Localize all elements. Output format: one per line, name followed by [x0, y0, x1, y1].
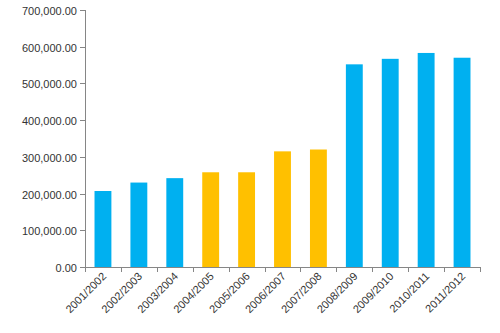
y-tick: [80, 267, 85, 268]
y-tick-label: 100,000.00: [22, 225, 77, 237]
chart-container: 0.00 100,000.00 200,000.00 300,000.00 400,00…: [0, 0, 500, 333]
bar: [418, 53, 435, 267]
y-tick-label: 300,000.00: [22, 152, 77, 164]
y-tick: [80, 157, 85, 158]
bar: [454, 58, 471, 267]
chart-svg: 0.00 100,000.00 200,000.00 300,000.00 400,00…: [0, 0, 500, 333]
x-tick: [480, 267, 481, 272]
y-tick-label: 400,000.00: [22, 115, 77, 127]
x-tick: [229, 267, 230, 272]
y-tick: [80, 10, 85, 11]
bar: [274, 151, 291, 267]
x-tick: [408, 267, 409, 272]
x-tick: [193, 267, 194, 272]
x-tick: [265, 267, 266, 272]
bar: [310, 150, 327, 267]
x-tick: [300, 267, 301, 272]
x-tick-label: 2011/2012: [423, 270, 468, 315]
x-tick: [157, 267, 158, 272]
x-tick: [372, 267, 373, 272]
x-tick: [121, 267, 122, 272]
bar: [346, 64, 363, 267]
bar: [238, 172, 255, 267]
y-tick-label: 0.00: [56, 262, 77, 274]
x-tick: [444, 267, 445, 272]
y-tick: [80, 120, 85, 121]
bar: [202, 172, 219, 267]
x-axis-line: [85, 267, 480, 268]
y-tick-label: 600,000.00: [22, 42, 77, 54]
y-tick-label: 200,000.00: [22, 189, 77, 201]
x-tick: [85, 267, 86, 272]
bars: [95, 53, 471, 267]
y-tick: [80, 47, 85, 48]
y-tick: [80, 194, 85, 195]
x-tick: [336, 267, 337, 272]
y-tick: [80, 230, 85, 231]
bar: [382, 59, 399, 267]
y-tick-label: 700,000.00: [22, 5, 77, 17]
y-tick: [80, 83, 85, 84]
y-axis-line: [85, 10, 86, 267]
bar: [130, 183, 147, 267]
bar: [95, 191, 112, 267]
y-tick-label: 500,000.00: [22, 78, 77, 90]
bar: [166, 178, 183, 267]
